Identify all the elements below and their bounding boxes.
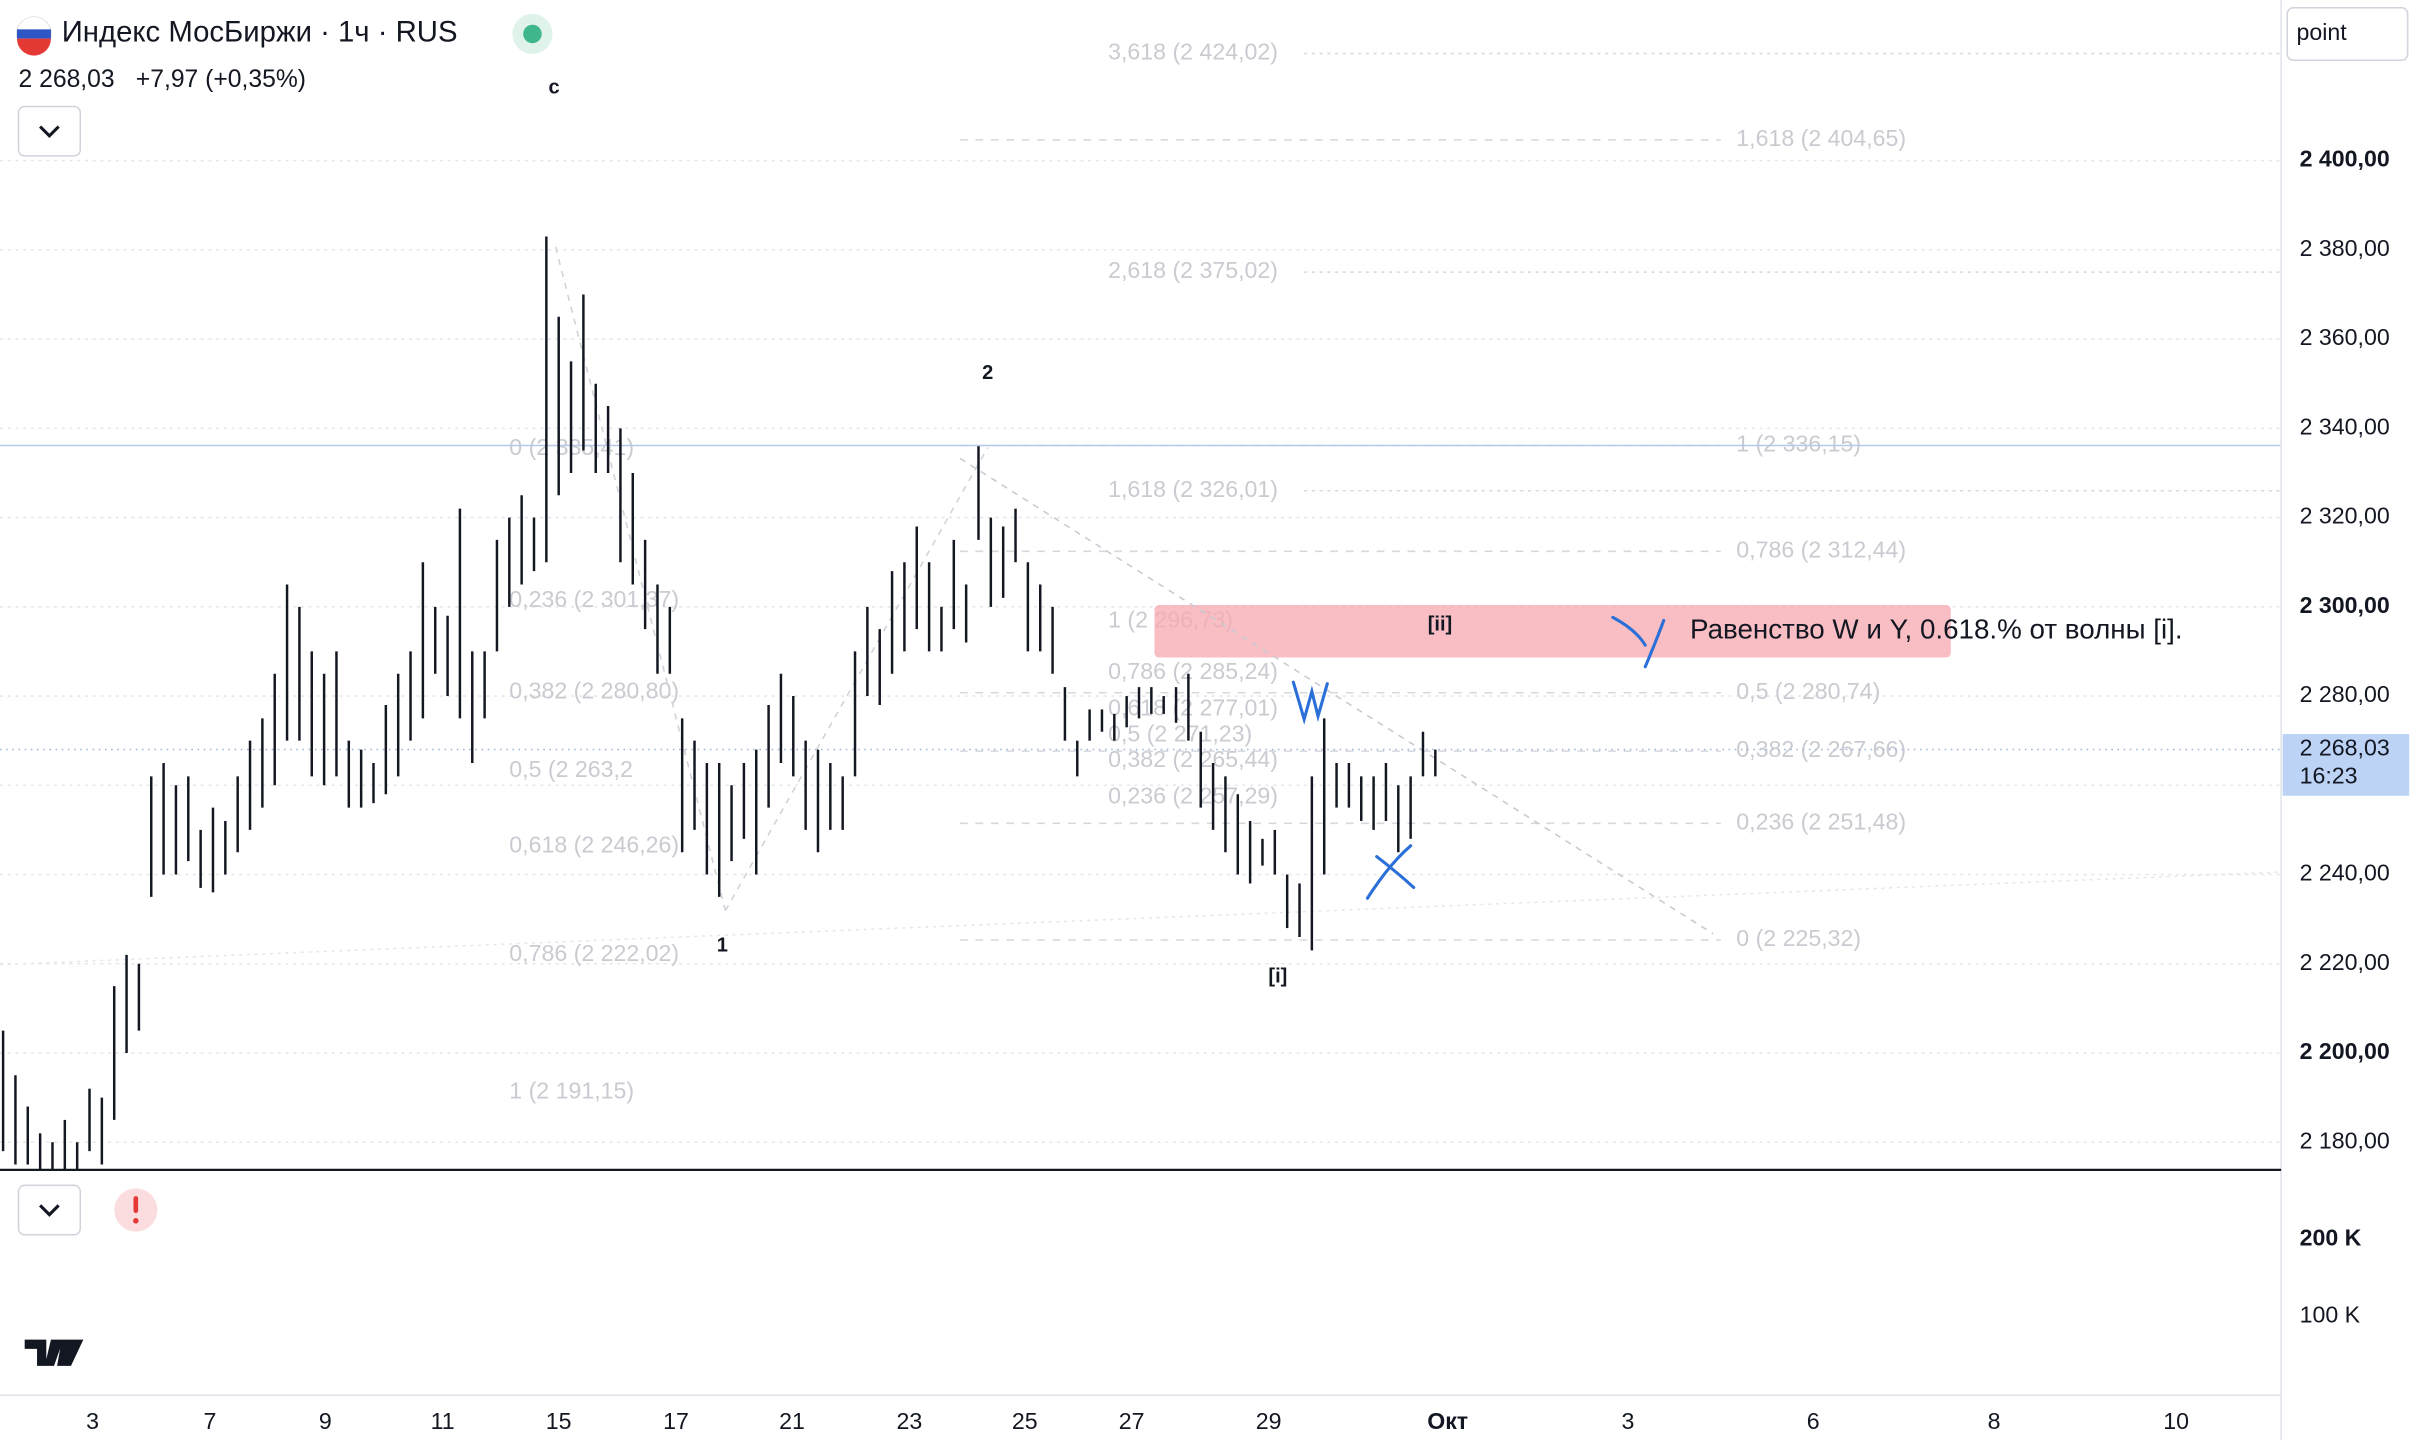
hand-w [1291,680,1329,725]
trend-line [724,447,989,911]
symbol-title: Индекс МосБиржи · 1ч · RUS [62,16,458,49]
y-tick-label: 2 220,00 [2300,949,2390,975]
x-tick-label: 23 [896,1408,922,1434]
x-tick-label: 10 [2163,1408,2189,1434]
fib-label: 0,236 (2 301,37) [509,586,679,612]
collapse-button[interactable] [17,1184,82,1236]
fib-label: 0,786 (2 285,24) [1108,658,1278,684]
x-tick-label: 29 [1256,1408,1282,1434]
last-price-label: 2 268,03 [2300,735,2390,761]
hand-x [1365,844,1416,900]
wave-label: 1 [717,934,728,956]
y-tick-label: 2 380,00 [2300,235,2390,261]
fib-label: 1,618 (2 326,01) [1108,476,1278,502]
volume-tick-label: 100 K [2300,1302,2361,1328]
fib-label: 0 (2 225,32) [1736,925,1861,951]
fib-label: 0,618 (2 277,01) [1108,695,1278,721]
handwriting [1291,615,1666,900]
x-tick-label: 8 [1988,1408,2001,1434]
fib-label: 0,382 (2 280,80) [509,678,679,704]
fib-label: 3,618 (2 424,02) [1108,39,1278,65]
x-tick-label: 15 [546,1408,572,1434]
fib-label: 0,236 (2 257,29) [1108,782,1278,808]
status [523,24,542,44]
fib-label: 1 (2 336,15) [1736,431,1861,457]
x-tick-label: 21 [779,1408,805,1434]
fib-label: 0,5 (2 271,23) [1108,720,1252,746]
hand-y [1611,615,1666,669]
fib-label: 0,618 (2 246,26) [509,832,679,858]
wave-label: [i] [1268,965,1287,987]
fib-label: 0,236 (2 251,48) [1736,808,1906,834]
fib-label: 0,786 (2 222,02) [509,940,679,966]
collapse-button[interactable] [17,105,82,157]
wave-label: c [548,76,559,98]
x-tick-label: 3 [1622,1408,1635,1434]
last-price-box [2282,734,2410,796]
volume-tick-label: 200 K [2300,1224,2362,1250]
x-tick-label: Окт [1427,1408,1468,1434]
fib-label: 1,618 (2 404,65) [1736,125,1906,151]
y-tick-label: 2 240,00 [2300,860,2390,886]
fib-label: 1 (2 191,15) [509,1078,634,1104]
warning [133,1218,139,1224]
y-tick-label: 2 200,00 [2300,1038,2390,1064]
fib-label: 0,786 (2 312,44) [1736,536,1906,562]
logo [24,1339,84,1366]
y-tick-label: 2 180,00 [2300,1127,2390,1153]
fib-label: 2,618 (2 375,02) [1108,257,1278,283]
y-tick-label: 2 320,00 [2300,503,2390,529]
target-zone [1154,605,1951,658]
x-tick-label: 9 [319,1408,332,1434]
fib-label: 0,382 (2 265,44) [1108,746,1278,772]
trend-line [0,871,2282,966]
wave-label: [ii] [1428,613,1453,635]
y-tick-label: 2 400,00 [2300,146,2390,172]
x-tick-label: 7 [203,1408,216,1434]
trend-line [959,457,1714,935]
wave-label: 2 [982,362,993,384]
chevron [39,1204,60,1217]
fib-label: 0,5 (2 280,74) [1736,678,1880,704]
fib-label: 0,5 (2 263,2 [509,756,633,782]
chevron [39,125,60,139]
x-tick-label: 6 [1807,1408,1820,1434]
annotation: Равенство W и Y, 0.618.% от волны [i]. [1690,614,2183,645]
x-tick-label: 25 [1012,1408,1038,1434]
search-input-text[interactable]: point [2297,19,2348,45]
flag [16,29,51,39]
x-tick-label: 3 [86,1408,99,1434]
countdown: 16:23 [2300,762,2358,788]
x-tick-label: 17 [663,1408,689,1434]
y-tick-label: 2 360,00 [2300,324,2390,350]
warning [133,1196,139,1214]
flag [16,38,51,56]
last-price: 2 268,03 [19,66,115,93]
y-tick-label: 2 340,00 [2300,413,2390,439]
x-tick-label: 11 [431,1408,455,1434]
y-tick-label: 2 280,00 [2300,681,2390,707]
search-input[interactable] [2286,6,2409,61]
price-change: +7,97 (+0,35%) [136,66,306,93]
x-tick-label: 27 [1119,1408,1145,1434]
y-tick-label: 2 300,00 [2300,592,2390,618]
